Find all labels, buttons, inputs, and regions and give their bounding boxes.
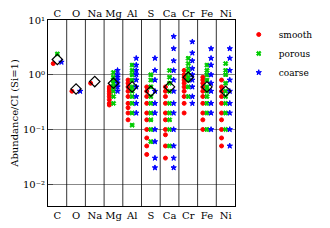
svg-text:Ca: Ca xyxy=(163,210,177,221)
svg-text:Mg: Mg xyxy=(105,8,122,19)
svg-text:Ca: Ca xyxy=(163,8,177,19)
svg-text:Na: Na xyxy=(87,8,102,19)
svg-text:Abundance/CI (Si=1): Abundance/CI (Si=1) xyxy=(9,59,20,168)
svg-text:S: S xyxy=(147,8,154,19)
svg-text:Fe: Fe xyxy=(201,8,213,19)
svg-text:Na: Na xyxy=(87,210,102,221)
svg-text:O: O xyxy=(72,8,80,19)
svg-text:10⁻¹: 10⁻¹ xyxy=(23,124,45,135)
svg-text:Ni: Ni xyxy=(220,8,232,19)
svg-text:10⁰: 10⁰ xyxy=(28,69,45,80)
svg-text:coarse: coarse xyxy=(279,68,309,78)
svg-text:10¹: 10¹ xyxy=(28,15,45,26)
svg-text:porous: porous xyxy=(279,49,311,59)
svg-text:C: C xyxy=(54,8,62,19)
svg-text:Ni: Ni xyxy=(220,210,232,221)
svg-text:O: O xyxy=(72,210,80,221)
svg-text:Al: Al xyxy=(126,8,137,19)
svg-text:Al: Al xyxy=(126,210,137,221)
svg-text:Fe: Fe xyxy=(201,210,213,221)
svg-text:Cr: Cr xyxy=(182,8,195,19)
svg-text:Mg: Mg xyxy=(105,210,122,221)
svg-text:C: C xyxy=(54,210,62,221)
svg-text:smooth: smooth xyxy=(279,30,313,40)
svg-text:10⁻²: 10⁻² xyxy=(23,179,45,190)
svg-text:S: S xyxy=(147,210,154,221)
svg-text:Cr: Cr xyxy=(182,210,195,221)
